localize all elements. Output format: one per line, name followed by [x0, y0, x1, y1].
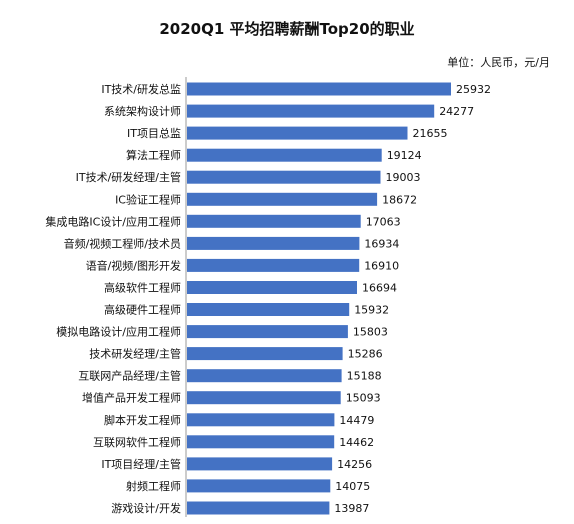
value-label: 16694 — [362, 282, 397, 295]
category-label: 游戏设计/开发 — [111, 501, 181, 515]
category-label: IT技术/研发经理/主管 — [76, 170, 181, 184]
category-label: 脚本开发工程师 — [104, 413, 181, 427]
category-label: 互联网产品经理/主管 — [78, 369, 181, 383]
bar — [187, 391, 341, 405]
value-label: 15932 — [354, 304, 389, 317]
value-label: 18672 — [382, 193, 417, 206]
unit-note: 单位：人民币，元/月 — [447, 56, 550, 69]
bar — [187, 236, 360, 250]
value-label: 17063 — [366, 215, 401, 228]
value-label: 24277 — [439, 105, 474, 118]
category-label: 技术研发经理/主管 — [89, 347, 181, 361]
bar — [187, 303, 350, 316]
category-label: IT项目总监 — [127, 126, 181, 140]
chart-title: 2020Q1 平均招聘薪酬Top20的职业 — [159, 20, 415, 38]
bar — [187, 413, 335, 427]
value-label: 14075 — [335, 480, 370, 493]
category-label: 集成电路IC设计/应用工程师 — [45, 214, 181, 228]
value-label: 14479 — [339, 414, 374, 427]
value-label: 19124 — [387, 149, 422, 162]
bar — [187, 347, 343, 361]
value-label: 25932 — [456, 83, 491, 96]
category-label: 音频/视频工程师/技术员 — [64, 236, 181, 250]
category-label: IC验证工程师 — [115, 192, 181, 206]
value-label: 14256 — [337, 458, 372, 471]
category-label: 高级硬件工程师 — [104, 303, 181, 317]
bar — [187, 214, 361, 228]
bar — [187, 457, 333, 471]
bar — [187, 325, 348, 339]
category-label: IT技术/研发总监 — [101, 82, 181, 96]
category-label: 互联网软件工程师 — [93, 435, 181, 449]
category-label: 语音/视频/图形开发 — [86, 258, 181, 272]
category-label: 高级软件工程师 — [104, 281, 181, 295]
bar — [187, 369, 342, 383]
category-label: IT项目经理/主管 — [101, 457, 181, 471]
value-label: 16910 — [364, 259, 399, 272]
value-label: 19003 — [386, 171, 421, 184]
value-label: 15093 — [346, 392, 381, 405]
value-label: 16934 — [364, 237, 399, 250]
bar — [187, 126, 408, 140]
bar — [187, 170, 381, 184]
value-label: 15188 — [347, 370, 382, 383]
value-label: 14462 — [339, 436, 374, 449]
category-label: 算法工程师 — [126, 148, 181, 162]
category-label: 系统架构设计师 — [104, 104, 181, 118]
category-label: 增值产品开发工程师 — [82, 391, 181, 405]
category-label: 射频工程师 — [126, 479, 181, 493]
bar — [187, 104, 435, 118]
value-label: 13987 — [334, 502, 369, 515]
value-label: 15803 — [353, 326, 388, 339]
bar — [187, 82, 451, 96]
bar — [187, 501, 330, 515]
bar — [187, 192, 378, 206]
bar — [187, 148, 382, 162]
value-label: 15286 — [348, 348, 383, 361]
bar — [187, 479, 331, 493]
value-label: 21655 — [413, 127, 448, 140]
bar — [187, 435, 335, 449]
bar — [187, 258, 360, 272]
category-label: 模拟电路设计/应用工程师 — [56, 325, 181, 339]
bar — [187, 281, 357, 294]
